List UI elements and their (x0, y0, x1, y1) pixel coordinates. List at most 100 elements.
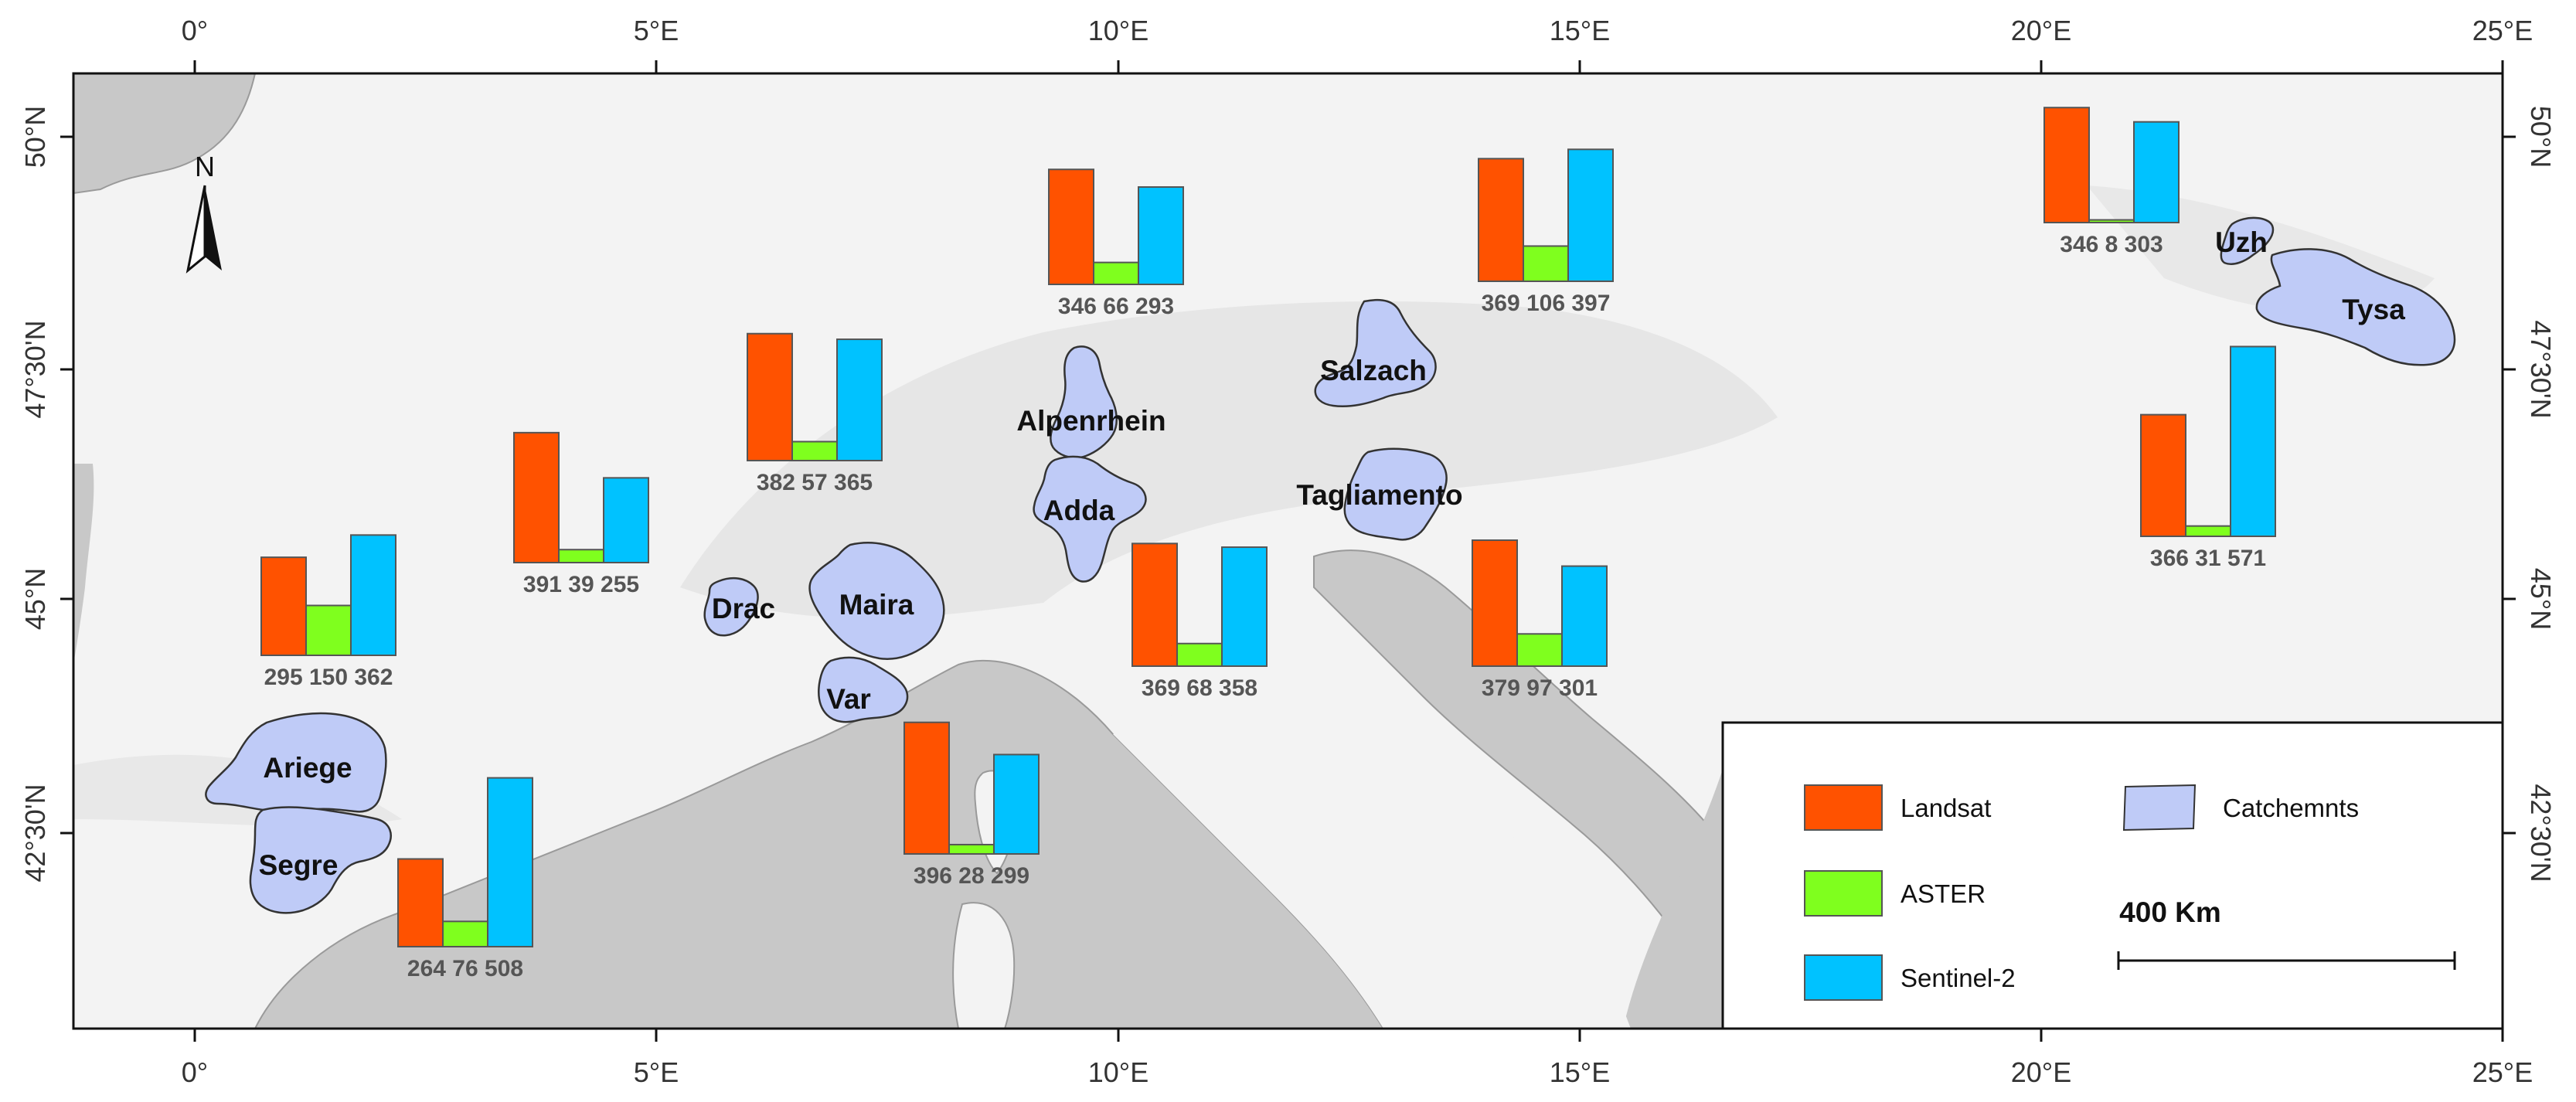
bar-landsat (903, 721, 950, 855)
right-tick-label: 45°N (2525, 568, 2557, 630)
bar-sentinel (1138, 186, 1184, 285)
catchment-maira (808, 542, 945, 660)
bar-landsat (1048, 168, 1094, 285)
bottom-tick-label: 20°E (2011, 1056, 2071, 1088)
sea-biscay (73, 464, 94, 665)
basin-label-tagliamento: Tagliamento (1296, 479, 1462, 511)
bottom-tick-label: 0° (182, 1056, 208, 1088)
basin-label-uzh: Uzh (2215, 226, 2268, 258)
left-axis-labels: 50°N 47°30'N 45°N 42°30'N (19, 106, 51, 883)
left-tick-label: 50°N (19, 106, 51, 168)
italy-peninsula (1113, 689, 1631, 1029)
north-arrow-icon-outline (185, 185, 206, 274)
basin-label-segre: Segre (259, 849, 339, 881)
catchment-salzach (1314, 298, 1437, 408)
top-tick-label: 10°E (1088, 15, 1148, 46)
legend: Landsat ASTER Sentinel-2 Catchemnts 400 … (1721, 721, 2504, 1030)
bar-values-label: 379 97 301 (1482, 675, 1598, 701)
legend-swatch-landsat (1804, 784, 1883, 831)
bar-landsat (2140, 413, 2186, 537)
bar-values-label: 295 150 362 (264, 665, 393, 690)
bar-group: 382 57 365 (747, 332, 883, 495)
bar-values-label: 346 66 293 (1058, 294, 1174, 319)
bar-aster (791, 440, 838, 461)
legend-swatch-aster (1804, 870, 1883, 917)
north-arrow: N (185, 151, 222, 274)
catchments (205, 216, 2456, 914)
bar-sentinel (1221, 546, 1268, 667)
bar-group: 346 8 303 (2043, 107, 2180, 257)
bar-landsat (397, 858, 444, 947)
north-label: N (195, 151, 215, 182)
right-tick-label: 50°N (2525, 106, 2557, 168)
bar-sentinel (2133, 121, 2180, 223)
top-tick-label: 20°E (2011, 15, 2071, 46)
left-tick-label: 42°30'N (19, 784, 51, 882)
bar-landsat (1131, 542, 1178, 668)
bar-sentinel (836, 338, 883, 461)
bar-group: 346 66 293 (1048, 168, 1184, 319)
bar-landsat (513, 431, 560, 563)
bar-aster (558, 549, 604, 563)
bar-values-label: 369 106 397 (1482, 291, 1611, 316)
basin-label-adda: Adda (1043, 495, 1115, 526)
bar-aster (1516, 633, 1563, 667)
top-tick-label: 25°E (2472, 15, 2533, 46)
right-tick-label: 42°30'N (2525, 784, 2557, 882)
bar-values-label: 396 28 299 (914, 863, 1029, 889)
bar-sentinel (350, 534, 396, 657)
scale-bar-label: 400 Km (2119, 896, 2221, 928)
alps-relief (680, 301, 1778, 618)
right-tick-label: 47°30'N (2525, 320, 2557, 418)
top-tick-label: 15°E (1550, 15, 1610, 46)
top-tick-label: 0° (182, 15, 208, 46)
island-sardinia (952, 902, 1016, 1029)
bar-group: 369 68 358 (1131, 542, 1268, 701)
bar-group: 379 97 301 (1472, 539, 1608, 701)
sea-north (73, 73, 257, 195)
bar-group: 396 28 299 (903, 721, 1040, 889)
bar-group: 264 76 508 (397, 777, 533, 981)
bar-landsat (260, 556, 307, 657)
bar-values-label: 366 31 571 (2150, 546, 2266, 571)
bar-values-label: 391 39 255 (523, 572, 639, 597)
left-tick-label: 47°30'N (19, 320, 51, 418)
legend-swatch-catchments (2122, 784, 2197, 832)
catchment-segre (249, 806, 392, 914)
left-tick-label: 45°N (19, 568, 51, 630)
bar-group: 295 150 362 (260, 534, 396, 690)
catchment-tysa (2255, 248, 2456, 366)
bar-values-label: 382 57 365 (757, 470, 873, 495)
catchment-drac (703, 577, 759, 637)
catchment-uzh (2220, 216, 2275, 265)
bottom-tick-label: 25°E (2472, 1056, 2533, 1088)
top-axis-labels: 0° 5°E 10°E 15°E 20°E 25°E (182, 15, 2533, 46)
bottom-axis-labels: 0° 5°E 10°E 15°E 20°E 25°E (182, 1056, 2533, 1088)
bar-landsat (1472, 539, 1518, 668)
top-tick-label: 5°E (634, 15, 679, 46)
bar-aster (1093, 261, 1139, 285)
bar-aster (2185, 525, 2231, 537)
legend-label-catchments: Catchemnts (2223, 794, 2359, 822)
basin-label-tysa: Tysa (2342, 294, 2405, 325)
basin-label-ariege: Ariege (263, 752, 352, 784)
bar-aster (442, 920, 488, 947)
bar-sentinel (2230, 345, 2276, 537)
catchment-adda (1033, 455, 1147, 583)
bottom-tick-label: 10°E (1088, 1056, 1148, 1088)
basin-label-var: Var (826, 683, 871, 715)
bar-sentinel (603, 477, 649, 563)
bar-landsat (1478, 158, 1524, 282)
basin-label-salzach: Salzach (1320, 355, 1427, 386)
bar-aster (948, 843, 995, 855)
legend-swatch-sentinel (1804, 954, 1883, 1001)
bottom-tick-label: 15°E (1550, 1056, 1610, 1088)
legend-label-sentinel: Sentinel-2 (1901, 964, 2016, 992)
bar-landsat (2043, 107, 2090, 223)
legend-label-landsat: Landsat (1901, 794, 1991, 822)
bottom-tick-label: 5°E (634, 1056, 679, 1088)
bar-group: 369 106 397 (1478, 148, 1614, 316)
bar-sentinel (993, 753, 1040, 855)
bar-aster (1176, 642, 1223, 668)
bar-charts: 295 150 362 391 39 255 382 57 365 346 66 29… (260, 107, 2276, 981)
